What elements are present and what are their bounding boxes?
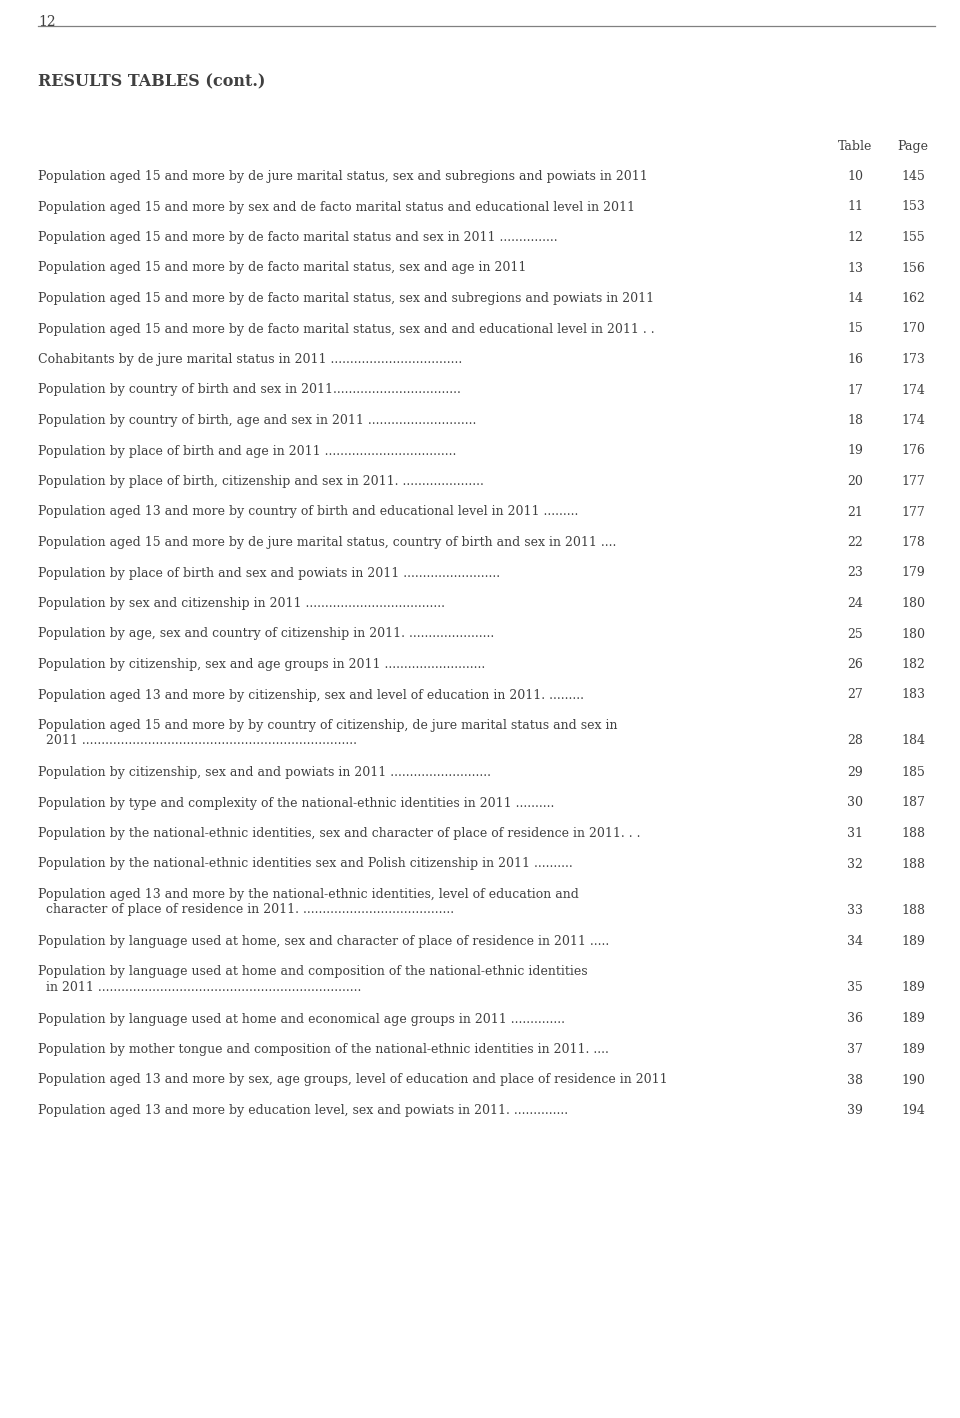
- Text: 153: 153: [901, 200, 924, 214]
- Text: Population aged 13 and more by country of birth and educational level in 2011 ..: Population aged 13 and more by country o…: [38, 505, 578, 519]
- Text: Population aged 15 and more by de facto marital status, sex and subregions and p: Population aged 15 and more by de facto …: [38, 292, 654, 305]
- Text: Population by mother tongue and composition of the national-ethnic identities in: Population by mother tongue and composit…: [38, 1044, 609, 1056]
- Text: Page: Page: [898, 140, 928, 153]
- Text: 189: 189: [901, 1012, 924, 1025]
- Text: 23: 23: [847, 567, 863, 580]
- Text: Population by place of birth and age in 2011 ..................................: Population by place of birth and age in …: [38, 444, 456, 458]
- Text: 190: 190: [901, 1073, 924, 1086]
- Text: Population aged 15 and more by de facto marital status, sex and age in 2011: Population aged 15 and more by de facto …: [38, 261, 526, 275]
- Text: 16: 16: [847, 353, 863, 366]
- Text: 156: 156: [901, 261, 924, 275]
- Text: 173: 173: [901, 353, 924, 366]
- Text: Population by country of birth and sex in 2011.................................: Population by country of birth and sex i…: [38, 383, 461, 397]
- Text: Population aged 15 and more by de jure marital status, sex and subregions and po: Population aged 15 and more by de jure m…: [38, 170, 648, 183]
- Text: 170: 170: [901, 322, 924, 336]
- Text: Population by the national-ethnic identities sex and Polish citizenship in 2011 : Population by the national-ethnic identi…: [38, 858, 573, 871]
- Text: 162: 162: [901, 292, 924, 305]
- Text: Population by citizenship, sex and and powiats in 2011 .........................: Population by citizenship, sex and and p…: [38, 766, 491, 778]
- Text: Population aged 15 and more by de facto marital status, sex and and educational : Population aged 15 and more by de facto …: [38, 322, 655, 336]
- Text: 188: 188: [901, 827, 925, 839]
- Text: Population aged 13 and more by sex, age groups, level of education and place of : Population aged 13 and more by sex, age …: [38, 1073, 667, 1086]
- Text: 32: 32: [847, 858, 863, 871]
- Text: 176: 176: [901, 444, 924, 458]
- Text: 179: 179: [901, 567, 924, 580]
- Text: 22: 22: [847, 536, 863, 549]
- Text: 21: 21: [847, 505, 863, 519]
- Text: Population by place of birth and sex and powiats in 2011 .......................: Population by place of birth and sex and…: [38, 567, 500, 580]
- Text: Population by language used at home and economical age groups in 2011 ..........: Population by language used at home and …: [38, 1012, 565, 1025]
- Text: Population by country of birth, age and sex in 2011 ............................: Population by country of birth, age and …: [38, 414, 476, 427]
- Text: 36: 36: [847, 1012, 863, 1025]
- Text: 182: 182: [901, 658, 924, 671]
- Text: 33: 33: [847, 903, 863, 916]
- Text: Population by type and complexity of the national-ethnic identities in 2011 ....: Population by type and complexity of the…: [38, 797, 554, 810]
- Text: 35: 35: [847, 981, 863, 994]
- Text: 25: 25: [847, 628, 863, 641]
- Text: 183: 183: [901, 689, 925, 702]
- Text: Cohabitants by de jure marital status in 2011 ..................................: Cohabitants by de jure marital status in…: [38, 353, 463, 366]
- Text: Population aged 15 and more by sex and de facto marital status and educational l: Population aged 15 and more by sex and d…: [38, 200, 635, 214]
- Text: 38: 38: [847, 1073, 863, 1086]
- Text: 19: 19: [847, 444, 863, 458]
- Text: Population aged 15 and more by de jure marital status, country of birth and sex : Population aged 15 and more by de jure m…: [38, 536, 616, 549]
- Text: Table: Table: [838, 140, 873, 153]
- Text: 13: 13: [847, 261, 863, 275]
- Text: Population by age, sex and country of citizenship in 2011. .....................: Population by age, sex and country of ci…: [38, 628, 494, 641]
- Text: 39: 39: [847, 1105, 863, 1117]
- Text: character of place of residence in 2011. .......................................: character of place of residence in 2011.…: [38, 903, 454, 916]
- Text: 189: 189: [901, 1044, 924, 1056]
- Text: 34: 34: [847, 934, 863, 949]
- Text: 26: 26: [847, 658, 863, 671]
- Text: 12: 12: [847, 231, 863, 244]
- Text: Population aged 13 and more by education level, sex and powiats in 2011. .......: Population aged 13 and more by education…: [38, 1105, 568, 1117]
- Text: Population aged 13 and more by citizenship, sex and level of education in 2011. : Population aged 13 and more by citizensh…: [38, 689, 584, 702]
- Text: Population aged 13 and more by the national-ethnic identities, level of educatio: Population aged 13 and more by the natio…: [38, 888, 579, 900]
- Text: 174: 174: [901, 383, 924, 397]
- Text: 180: 180: [901, 597, 925, 610]
- Text: 20: 20: [847, 475, 863, 488]
- Text: 187: 187: [901, 797, 924, 810]
- Text: 180: 180: [901, 628, 925, 641]
- Text: Population by language used at home and composition of the national-ethnic ident: Population by language used at home and …: [38, 966, 588, 978]
- Text: 27: 27: [847, 689, 863, 702]
- Text: 2011 .......................................................................: 2011 ...................................…: [38, 735, 357, 747]
- Text: Population by place of birth, citizenship and sex in 2011. .....................: Population by place of birth, citizenshi…: [38, 475, 484, 488]
- Text: 189: 189: [901, 981, 924, 994]
- Text: RESULTS TABLES (cont.): RESULTS TABLES (cont.): [38, 72, 265, 89]
- Text: 15: 15: [847, 322, 863, 336]
- Text: 17: 17: [847, 383, 863, 397]
- Text: 174: 174: [901, 414, 924, 427]
- Text: 145: 145: [901, 170, 924, 183]
- Text: 155: 155: [901, 231, 924, 244]
- Text: 28: 28: [847, 735, 863, 747]
- Text: 18: 18: [847, 414, 863, 427]
- Text: 189: 189: [901, 934, 924, 949]
- Text: Population by the national-ethnic identities, sex and character of place of resi: Population by the national-ethnic identi…: [38, 827, 640, 839]
- Text: Population aged 15 and more by de facto marital status and sex in 2011 .........: Population aged 15 and more by de facto …: [38, 231, 558, 244]
- Text: 29: 29: [847, 766, 863, 778]
- Text: 14: 14: [847, 292, 863, 305]
- Text: in 2011 ....................................................................: in 2011 ................................…: [38, 981, 361, 994]
- Text: 10: 10: [847, 170, 863, 183]
- Text: 188: 188: [901, 903, 925, 916]
- Text: 178: 178: [901, 536, 924, 549]
- Text: Population by sex and citizenship in 2011 ....................................: Population by sex and citizenship in 201…: [38, 597, 445, 610]
- Text: 30: 30: [847, 797, 863, 810]
- Text: 11: 11: [847, 200, 863, 214]
- Text: 177: 177: [901, 505, 924, 519]
- Text: 194: 194: [901, 1105, 924, 1117]
- Text: Population by citizenship, sex and age groups in 2011 ..........................: Population by citizenship, sex and age g…: [38, 658, 485, 671]
- Text: Population aged 15 and more by by country of citizenship, de jure marital status: Population aged 15 and more by by countr…: [38, 719, 617, 732]
- Text: 177: 177: [901, 475, 924, 488]
- Text: 24: 24: [847, 597, 863, 610]
- Text: 12: 12: [38, 16, 56, 28]
- Text: Population by language used at home, sex and character of place of residence in : Population by language used at home, sex…: [38, 934, 610, 949]
- Text: 188: 188: [901, 858, 925, 871]
- Text: 37: 37: [847, 1044, 863, 1056]
- Text: 185: 185: [901, 766, 924, 778]
- Text: 184: 184: [901, 735, 925, 747]
- Text: 31: 31: [847, 827, 863, 839]
